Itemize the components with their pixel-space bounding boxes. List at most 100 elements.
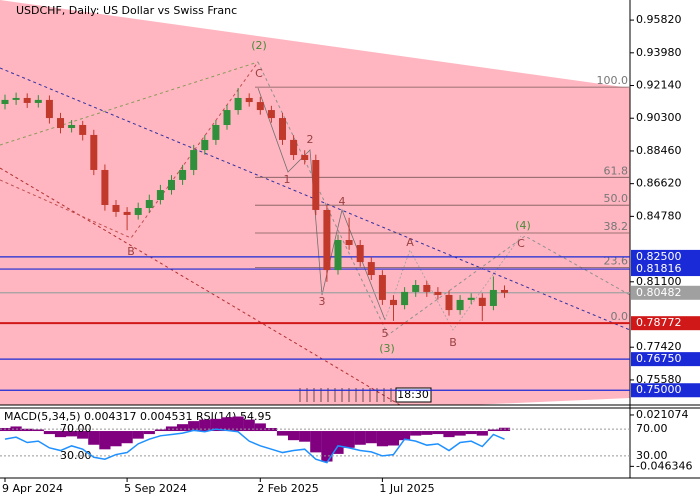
time-box: [395, 387, 432, 403]
candle-body: [390, 299, 397, 306]
wave-label: 2: [307, 133, 314, 146]
candle-body: [134, 208, 142, 215]
candle-body: [245, 97, 253, 103]
y-tick-label: 0.92140: [636, 79, 682, 92]
candle-body: [423, 284, 431, 292]
macd-bar: [465, 431, 477, 435]
macd-bar: [432, 431, 444, 435]
fib-label: 0.0: [611, 310, 629, 323]
macd-bar: [32, 429, 44, 432]
macd-bar: [110, 431, 122, 447]
fib-label: 50.0: [604, 192, 629, 205]
candle-body: [223, 110, 231, 125]
y-tick-label: 0.021074: [636, 408, 689, 421]
candle-body: [345, 240, 353, 245]
macd-bar: [399, 431, 411, 441]
y-tick-label: 0.93980: [636, 46, 682, 59]
candle-body: [168, 179, 175, 191]
y-tick-label: 0.75580: [636, 373, 682, 386]
macd-bar: [276, 431, 289, 436]
fib-label: 100.0: [597, 74, 629, 87]
macd-bar: [77, 431, 89, 439]
y-tick-label: 0.86620: [636, 177, 682, 190]
candle-body: [145, 200, 153, 209]
candle-body: [212, 124, 220, 140]
y-tick-label: 0.90300: [636, 111, 682, 124]
macd-bar: [132, 431, 144, 439]
level-label: 0.81816: [636, 262, 682, 275]
candle-body: [367, 262, 375, 276]
candle-body: [256, 102, 264, 111]
wave-label: C: [255, 67, 263, 80]
macd-bar: [165, 426, 178, 432]
candle-body: [112, 204, 120, 212]
rsi-line: [4, 428, 505, 464]
candle-body: [34, 99, 42, 103]
wave-label: (3): [379, 342, 395, 355]
x-tick-label: 5 Sep 2024: [124, 482, 187, 495]
macd-bar: [288, 431, 300, 441]
candle-body: [179, 169, 187, 180]
y-tick-label: 0.95820: [636, 13, 682, 26]
y-tick-label: 0.88460: [636, 144, 682, 157]
macd-bar: [476, 431, 488, 436]
macd-bar: [121, 431, 133, 444]
chart-title: USDCHF, Daily: US Dollar vs Swiss Franc: [16, 4, 237, 17]
x-tick-label: 1 Jul 2025: [379, 482, 434, 495]
level-label: 0.75000: [636, 383, 682, 396]
macd-bar: [299, 431, 311, 442]
macd-bar: [210, 418, 222, 432]
candle-body: [90, 134, 98, 170]
y-tick-label: 0.81100: [636, 275, 682, 288]
macd-bar: [188, 421, 200, 432]
candle-body: [201, 139, 209, 151]
macd-bar: [221, 417, 233, 432]
candle-body: [57, 118, 64, 129]
y-tick-label: 0.84780: [636, 209, 682, 222]
level-box: [631, 352, 700, 367]
level-box: [631, 383, 700, 398]
candle-body: [501, 289, 508, 293]
candle-body: [267, 110, 275, 119]
macd-bar: [66, 431, 78, 437]
level-box: [631, 316, 700, 331]
macd-bar: [265, 427, 277, 432]
macd-bar: [310, 431, 322, 453]
wave-label: 1: [284, 173, 291, 186]
macd-bar: [343, 431, 355, 448]
macd-bar: [365, 431, 377, 444]
candle-body: [323, 209, 331, 271]
candle-body: [478, 297, 486, 306]
macd-bar: [54, 431, 67, 438]
candle-body: [434, 291, 442, 295]
candle-body: [279, 118, 286, 140]
candle-body: [467, 297, 475, 300]
rsi-level-label: 30.00: [60, 449, 92, 462]
candle-body: [356, 244, 364, 263]
candle-body: [445, 294, 453, 311]
macd-bar: [154, 429, 166, 432]
macd-bar: [410, 431, 422, 436]
macd-bar: [421, 431, 433, 435]
fib-label: 61.8: [604, 164, 629, 177]
candle-body: [234, 97, 242, 111]
y-tick-label: -0.046346: [636, 459, 692, 472]
wave-label: 5: [382, 327, 389, 340]
candle-body: [79, 124, 87, 135]
x-tick-label: 2 Feb 2025: [257, 482, 318, 495]
macd-bar: [243, 419, 255, 432]
macd-bar: [21, 428, 33, 432]
wave-label: B: [127, 245, 135, 258]
level-box: [631, 285, 700, 300]
wave-label: 4: [339, 195, 346, 208]
time-label: 18:30: [397, 388, 429, 401]
wave-label: 3: [319, 295, 326, 308]
rsi-level-label: 70.00: [60, 422, 92, 435]
candle-body: [12, 97, 20, 100]
candle-body: [45, 99, 53, 119]
y-tick-label: 0.77420: [636, 340, 682, 353]
macd-bar: [177, 424, 189, 432]
wave-label: (4): [515, 219, 531, 232]
macd-bar: [199, 419, 211, 432]
